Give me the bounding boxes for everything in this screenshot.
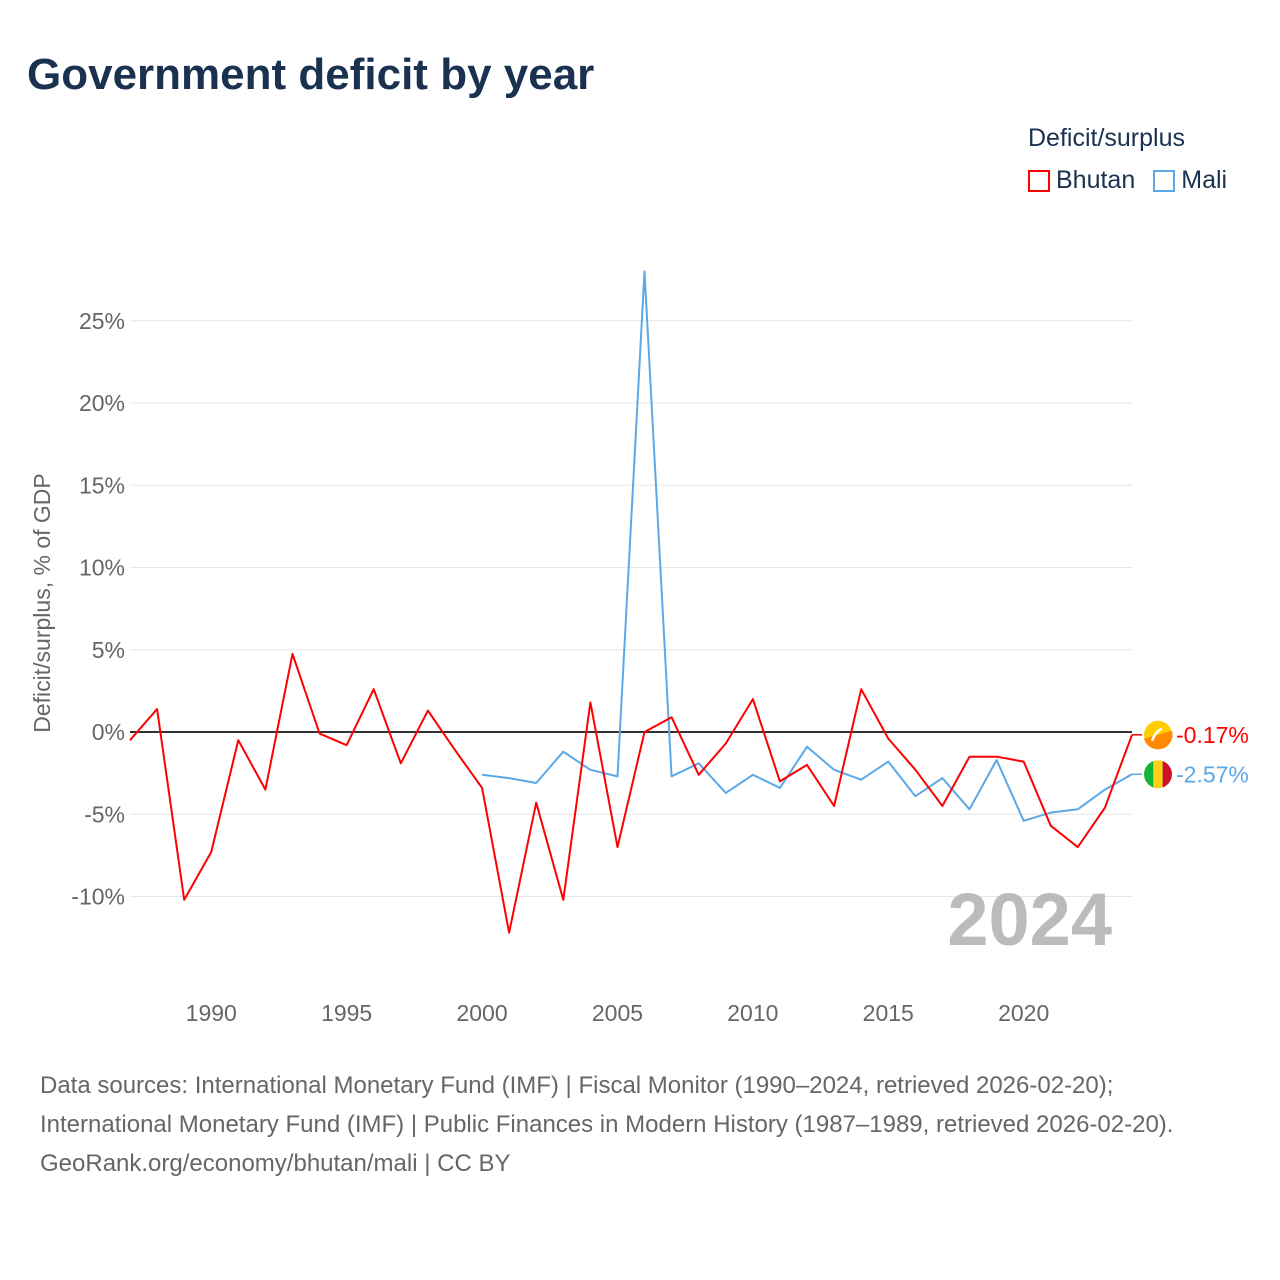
series-line-mali bbox=[481, 270, 1133, 822]
bhutan-dragon-icon bbox=[1150, 727, 1163, 742]
y-tick-label: -10% bbox=[71, 884, 125, 910]
x-tick-label: 2000 bbox=[456, 1000, 507, 1026]
mali-flag-stripe-icon bbox=[1162, 760, 1172, 789]
x-tick-label: 2020 bbox=[998, 1000, 1049, 1026]
x-tick-label: 1990 bbox=[186, 1000, 237, 1026]
series-line-bhutan bbox=[129, 652, 1133, 934]
x-tick-label: 2015 bbox=[863, 1000, 914, 1026]
end-label-mali: -2.57% bbox=[1176, 761, 1249, 787]
mali-flag-stripe-icon bbox=[1144, 760, 1154, 789]
credit[interactable]: GeoRank.org/economy/bhutan/mali | CC BY bbox=[40, 1150, 511, 1177]
y-tick-label: 5% bbox=[92, 637, 125, 663]
year-label: 2024 bbox=[947, 878, 1112, 961]
y-tick-label: 25% bbox=[79, 308, 125, 334]
y-tick-label: 20% bbox=[79, 390, 125, 416]
legend: Bhutan Mali bbox=[1028, 166, 1227, 195]
legend-item-bhutan[interactable]: Bhutan bbox=[1028, 166, 1135, 195]
bhutan-flag-lower-icon bbox=[1144, 730, 1173, 750]
chart-title: Government deficit by year bbox=[27, 50, 595, 99]
x-tick-label: 2010 bbox=[727, 1000, 778, 1026]
legend-item-mali[interactable]: Mali bbox=[1153, 166, 1227, 195]
y-tick-label: 0% bbox=[92, 719, 125, 745]
legend-label-bhutan: Bhutan bbox=[1056, 166, 1136, 194]
x-tick-label: 2005 bbox=[592, 1000, 643, 1026]
x-tick-label: 1995 bbox=[321, 1000, 372, 1026]
legend-label-mali: Mali bbox=[1181, 166, 1228, 194]
data-sources: Data sources: International Monetary Fun… bbox=[40, 1072, 1174, 1138]
end-label-bhutan: -0.17% bbox=[1176, 722, 1249, 748]
legend-swatch-bhutan bbox=[1028, 169, 1050, 192]
y-tick-label: -5% bbox=[84, 801, 125, 827]
y-tick-label: 10% bbox=[79, 555, 125, 581]
y-tick-label: 15% bbox=[79, 472, 125, 498]
mali-flag-stripe-icon bbox=[1153, 760, 1163, 789]
legend-title: Deficit/surplus bbox=[1028, 124, 1185, 152]
y-axis-label: Deficit/surplus, % of GDP bbox=[29, 473, 55, 732]
footer: Data sources: International Monetary Fun… bbox=[40, 1066, 1240, 1183]
legend-swatch-mali bbox=[1153, 169, 1176, 192]
